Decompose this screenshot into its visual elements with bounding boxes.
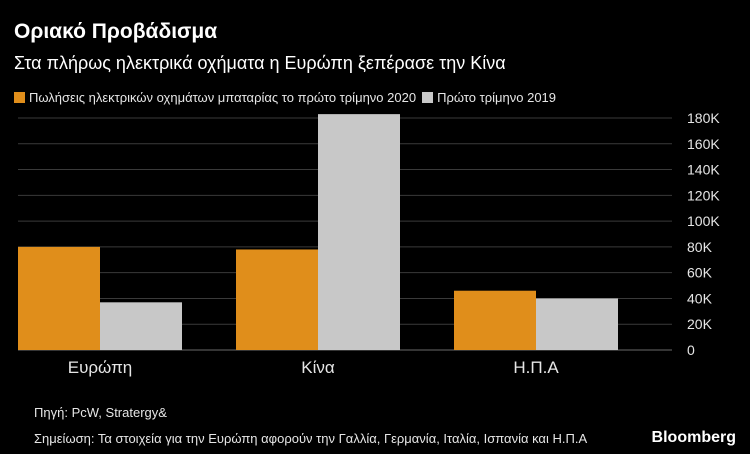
- bar-2019: [318, 114, 400, 350]
- x-axis-ticks: Ευρώπη Κίνα Η.Π.Α: [68, 358, 560, 377]
- x-tick-label: Ευρώπη: [68, 358, 133, 377]
- footnote: Σημείωση: Τα στοιχεία για την Ευρώπη αφο…: [34, 431, 588, 446]
- source-note: Πηγή: PcW, Stratergy&: [34, 405, 167, 420]
- bar-2019: [100, 302, 182, 350]
- bar-2019: [536, 298, 618, 350]
- y-tick-label: 40K: [687, 290, 713, 306]
- y-axis-ticks: 0 20K 40K 60K 80K 100K 120K 140K 160K 180K: [687, 110, 720, 358]
- legend-swatch-2020: [14, 92, 25, 103]
- x-tick-label: Η.Π.Α: [513, 358, 559, 377]
- chart-subtitle: Στα πλήρως ηλεκτρικά οχήματα η Ευρώπη ξε…: [14, 53, 506, 73]
- legend-swatch-2019: [422, 92, 434, 103]
- bar-2020: [236, 249, 318, 350]
- y-tick-label: 180K: [687, 110, 720, 126]
- legend-item-2019: Πρώτο τρίμηνο 2019: [422, 90, 556, 105]
- legend-item-2020: Πωλήσεις ηλεκτρικών οχημάτων μπαταρίας τ…: [14, 90, 416, 105]
- bar-layer: [18, 114, 618, 350]
- chart-title: Οριακό Προβάδισμα: [14, 20, 218, 43]
- x-tick-label: Κίνα: [301, 358, 335, 377]
- legend-label-2020: Πωλήσεις ηλεκτρικών οχημάτων μπαταρίας τ…: [29, 90, 417, 105]
- bar-2020: [18, 246, 100, 350]
- legend-label-2019: Πρώτο τρίμηνο 2019: [437, 90, 557, 105]
- y-tick-label: 60K: [687, 265, 713, 281]
- y-tick-label: 20K: [687, 316, 713, 332]
- y-tick-label: 120K: [687, 187, 720, 203]
- y-tick-label: 0: [687, 342, 695, 358]
- y-tick-label: 140K: [687, 162, 720, 178]
- bloomberg-logo: Bloomberg: [651, 429, 736, 446]
- bar-2020: [454, 290, 536, 350]
- y-tick-label: 160K: [687, 136, 720, 152]
- legend: Πωλήσεις ηλεκτρικών οχημάτων μπαταρίας τ…: [14, 90, 562, 105]
- y-tick-label: 80K: [687, 239, 713, 255]
- y-tick-label: 100K: [687, 213, 720, 229]
